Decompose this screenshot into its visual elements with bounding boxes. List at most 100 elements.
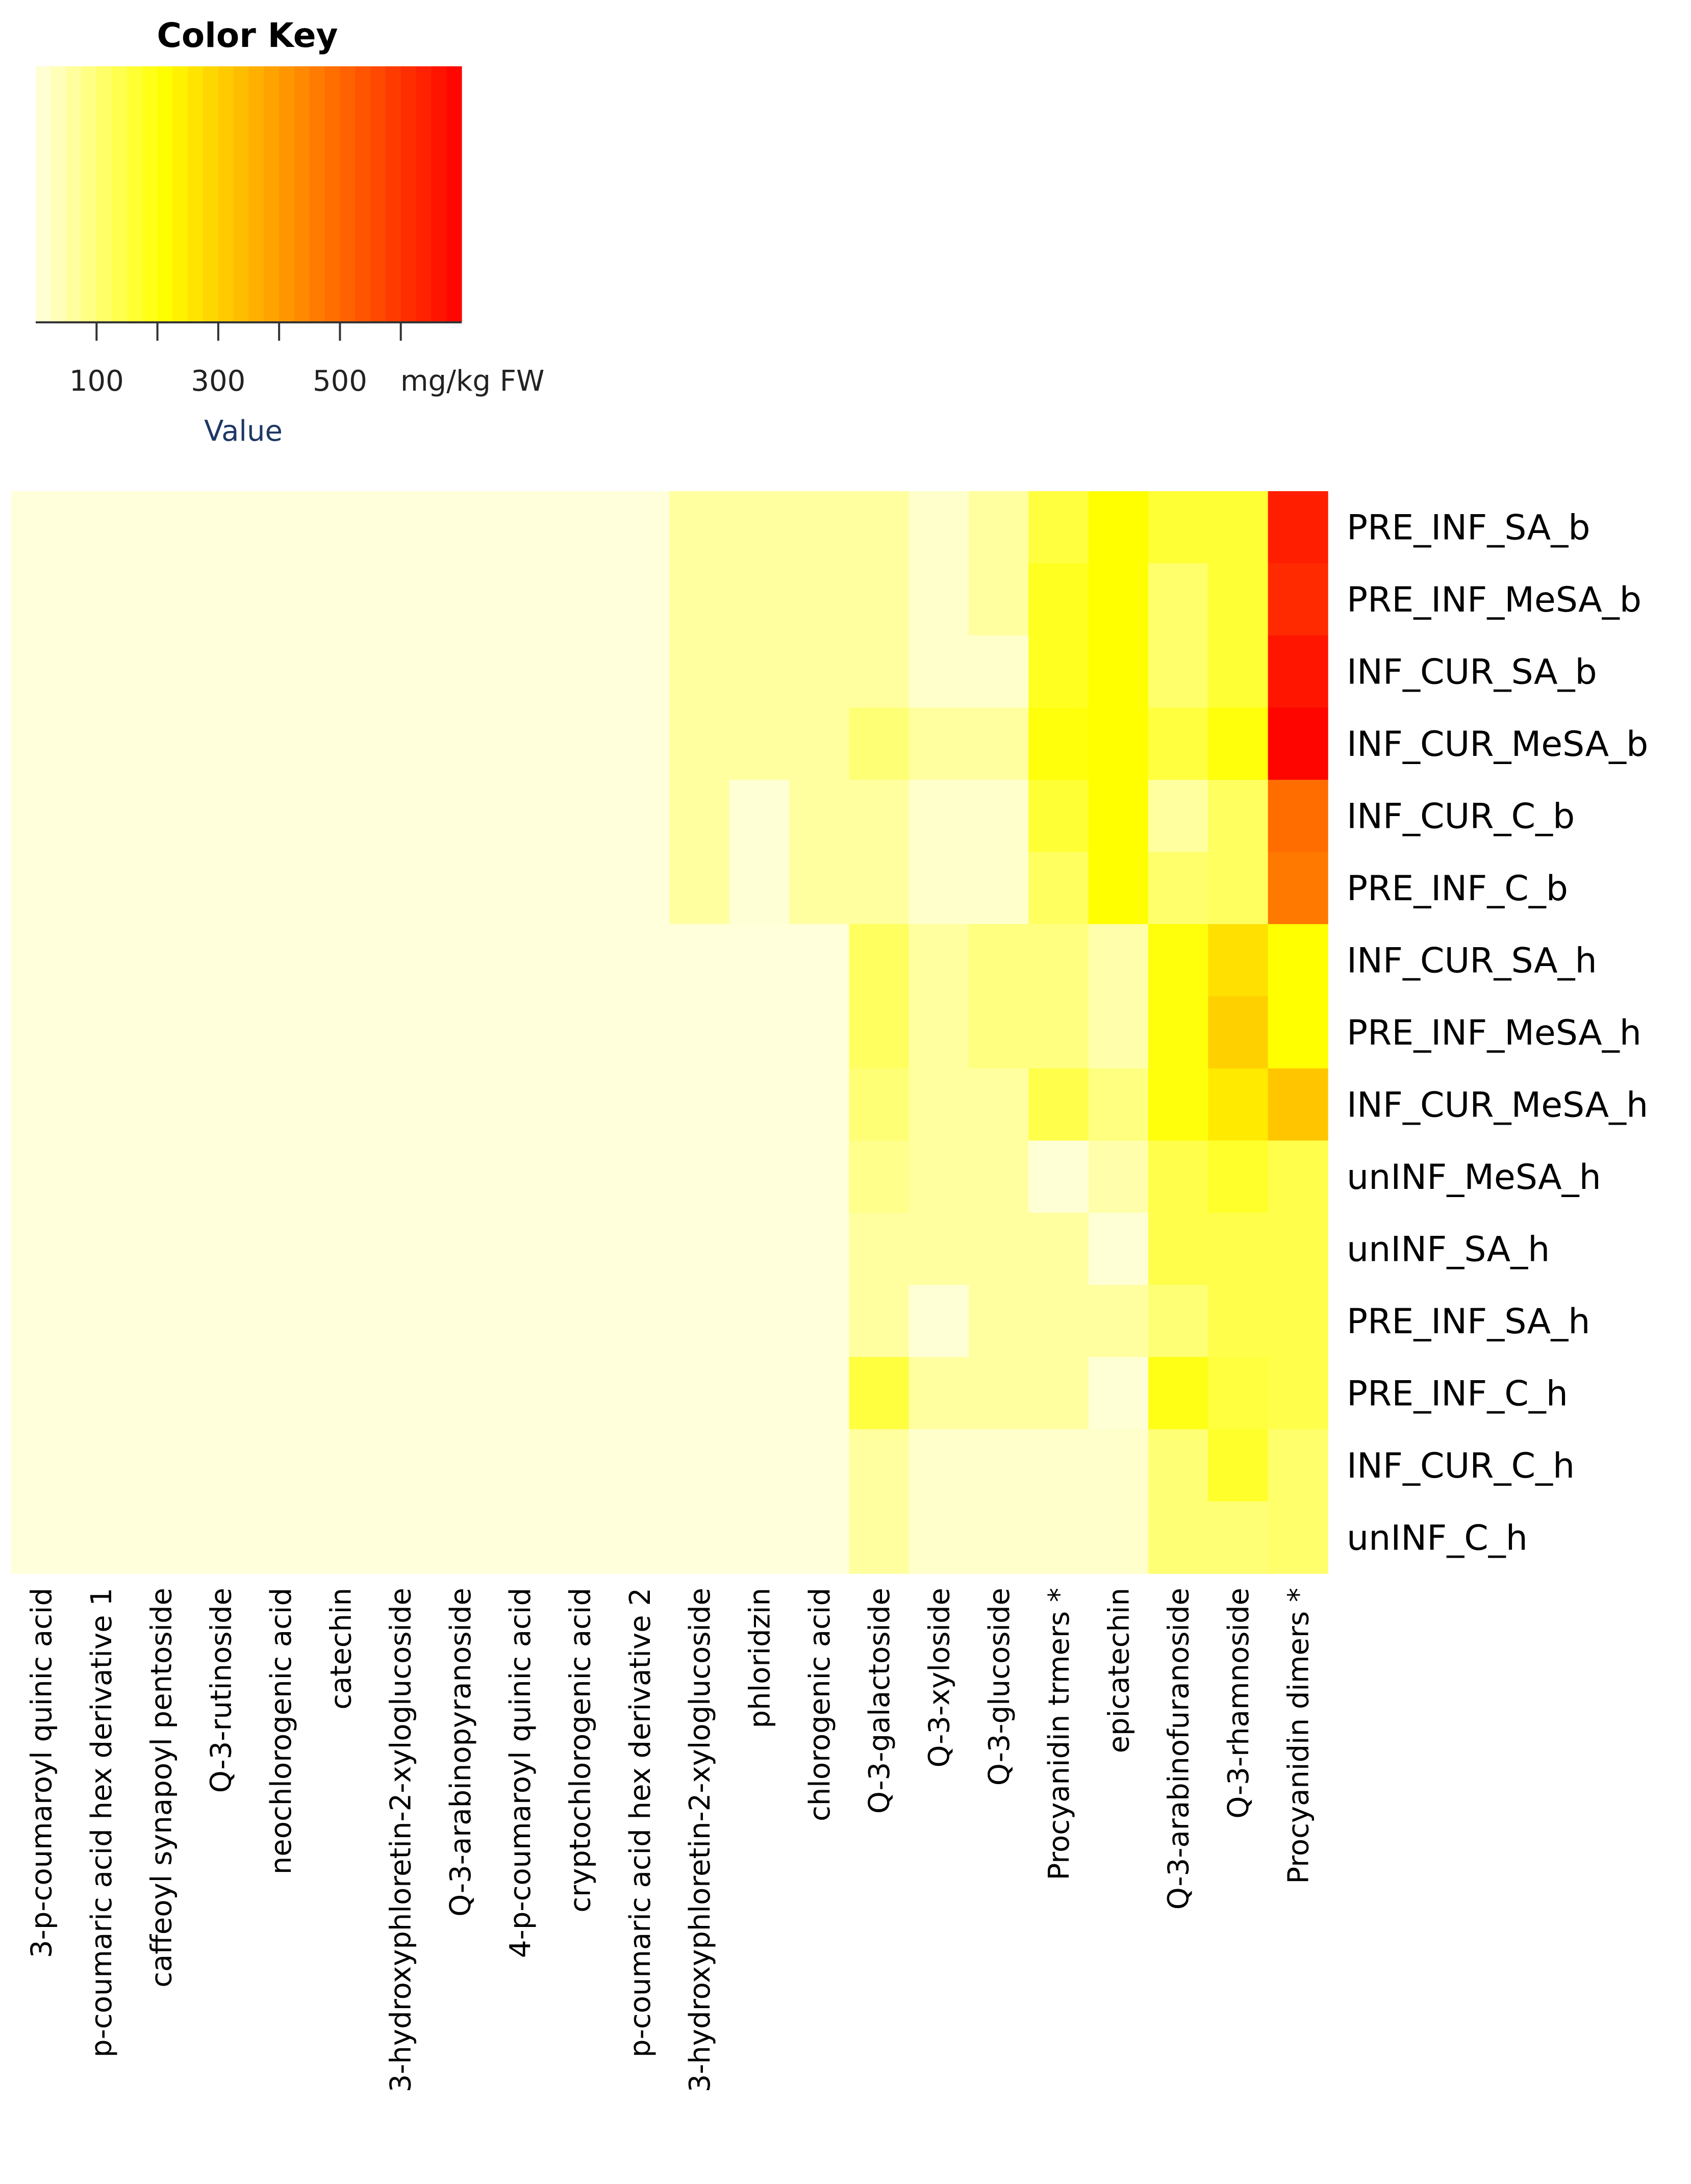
heatmap-cell bbox=[729, 1501, 790, 1574]
heatmap-cell bbox=[849, 779, 910, 853]
heatmap-cell bbox=[1028, 635, 1089, 708]
heatmap-cell bbox=[908, 996, 969, 1069]
column-label: chlorogenic acid bbox=[803, 1588, 837, 1821]
heatmap-cell bbox=[669, 1212, 730, 1285]
heatmap-cell bbox=[729, 1357, 790, 1430]
heatmap-cell bbox=[669, 1357, 730, 1430]
heatmap-cell bbox=[490, 635, 550, 708]
heatmap-cell bbox=[908, 1501, 969, 1574]
heatmap-cell bbox=[1208, 635, 1269, 708]
heatmap-cell bbox=[729, 1068, 790, 1141]
heatmap-cell bbox=[1028, 1429, 1089, 1502]
color-key-band bbox=[309, 66, 325, 322]
heatmap-cell bbox=[131, 852, 191, 925]
heatmap-cell bbox=[71, 1212, 132, 1285]
heatmap-cell bbox=[11, 1140, 72, 1213]
heatmap-cell bbox=[250, 852, 311, 925]
heatmap-cell bbox=[729, 1140, 790, 1213]
heatmap-cell bbox=[11, 707, 72, 780]
row-label: INF_CUR_SA_h bbox=[1347, 941, 1597, 981]
column-label: caffeoyl synapoyl pentoside bbox=[145, 1588, 178, 1988]
heatmap-cell bbox=[610, 707, 670, 780]
heatmap-cell bbox=[549, 491, 610, 564]
heatmap-cell bbox=[11, 1357, 72, 1430]
heatmap-cell bbox=[610, 852, 670, 925]
heatmap-cell bbox=[370, 1285, 431, 1358]
heatmap-cell bbox=[1088, 1068, 1149, 1141]
heatmap-cell bbox=[610, 635, 670, 708]
heatmap-cell bbox=[1028, 852, 1089, 925]
heatmap-cell bbox=[190, 1212, 251, 1285]
heatmap-cell bbox=[190, 707, 251, 780]
heatmap-cell bbox=[1268, 1140, 1328, 1213]
color-key-band bbox=[400, 66, 417, 322]
heatmap-cell bbox=[729, 707, 790, 780]
row-label: PRE_INF_SA_h bbox=[1347, 1302, 1590, 1342]
heatmap-cell bbox=[1028, 707, 1089, 780]
heatmap-cell bbox=[789, 563, 850, 636]
heatmap-cell bbox=[969, 1429, 1029, 1502]
heatmap-cell bbox=[430, 1429, 491, 1502]
heatmap-cell bbox=[1088, 1212, 1149, 1285]
heatmap-cell bbox=[1208, 1357, 1269, 1430]
color-key-band bbox=[203, 66, 219, 322]
heatmap-cell bbox=[1088, 1285, 1149, 1358]
heatmap-cell bbox=[11, 491, 72, 564]
heatmap-cell bbox=[250, 1068, 311, 1141]
heatmap-cell bbox=[490, 1357, 550, 1430]
color-key-band bbox=[355, 66, 371, 322]
column-label: Q-3-rutinoside bbox=[205, 1588, 238, 1793]
heatmap-cell bbox=[1148, 996, 1209, 1069]
heatmap-cell bbox=[1208, 1429, 1269, 1502]
color-key-band bbox=[248, 66, 264, 322]
heatmap-cell bbox=[1268, 1212, 1328, 1285]
heatmap-cell bbox=[789, 1429, 850, 1502]
heatmap-cell bbox=[610, 1429, 670, 1502]
color-key-band bbox=[446, 66, 462, 322]
heatmap-cell bbox=[549, 1212, 610, 1285]
heatmap-cell bbox=[250, 1357, 311, 1430]
heatmap-cell bbox=[669, 563, 730, 636]
heatmap-cell bbox=[310, 1212, 371, 1285]
heatmap-cell bbox=[549, 1357, 610, 1430]
heatmap-cell bbox=[310, 635, 371, 708]
heatmap-cell bbox=[669, 1140, 730, 1213]
heatmap-cell bbox=[849, 635, 910, 708]
heatmap-cell bbox=[11, 635, 72, 708]
heatmap-cell bbox=[1208, 1140, 1269, 1213]
heatmap-cell bbox=[669, 1285, 730, 1358]
color-key-xlabel: Value bbox=[204, 415, 283, 448]
heatmap-cell bbox=[908, 1212, 969, 1285]
color-key-tick-label: 100 bbox=[69, 365, 124, 398]
heatmap-cell bbox=[11, 1429, 72, 1502]
heatmap-cell bbox=[729, 1212, 790, 1285]
color-key-band bbox=[264, 66, 280, 322]
heatmap-cell bbox=[71, 1357, 132, 1430]
heatmap-cell bbox=[250, 491, 311, 564]
column-label: Q-3-glucoside bbox=[983, 1588, 1016, 1786]
heatmap-cell bbox=[969, 1357, 1029, 1430]
heatmap-cell bbox=[370, 779, 431, 853]
heatmap-cell bbox=[1028, 491, 1089, 564]
heatmap-cell bbox=[430, 852, 491, 925]
heatmap-cell bbox=[131, 563, 191, 636]
heatmap-cell bbox=[490, 1212, 550, 1285]
heatmap-cell bbox=[789, 1140, 850, 1213]
heatmap-cell bbox=[250, 1212, 311, 1285]
heatmap-cell bbox=[908, 1140, 969, 1213]
color-key-ticks: 100 300 500 bbox=[69, 322, 402, 398]
heatmap-cell bbox=[71, 563, 132, 636]
heatmap-cell bbox=[969, 635, 1029, 708]
heatmap-cell bbox=[71, 491, 132, 564]
heatmap-cell bbox=[549, 924, 610, 997]
heatmap-cells bbox=[11, 491, 1328, 1574]
heatmap-cell bbox=[669, 1068, 730, 1141]
heatmap-cell bbox=[370, 1212, 431, 1285]
heatmap-cell bbox=[190, 1429, 251, 1502]
heatmap-cell bbox=[370, 707, 431, 780]
heatmap-cell bbox=[908, 924, 969, 997]
column-label: Q-3-arabinopyranoside bbox=[444, 1588, 477, 1917]
color-key-unit: mg/kg FW bbox=[400, 365, 544, 398]
color-key-band bbox=[279, 66, 295, 322]
heatmap-cell bbox=[310, 563, 371, 636]
